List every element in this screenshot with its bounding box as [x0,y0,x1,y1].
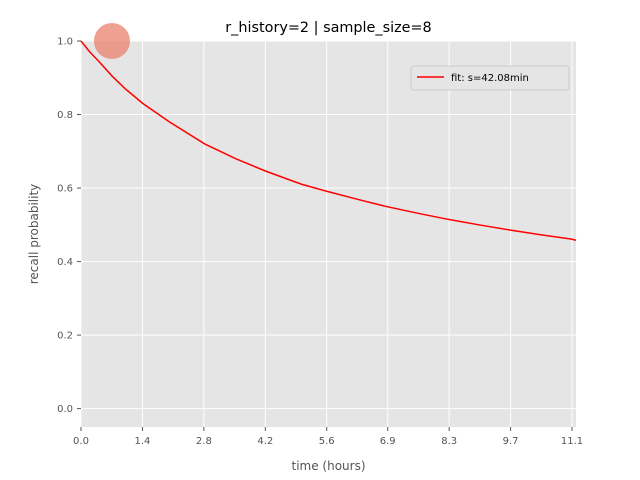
y-tick-label: 0.8 [57,110,73,121]
grid [80,40,576,427]
scatter-point [93,23,130,59]
y-tick-label: 0.2 [57,331,73,342]
x-tick-label: 5.6 [319,436,335,447]
x-tick-label: 2.8 [196,436,212,447]
legend: fit: s=42.08min [410,65,570,91]
x-tick-label: 11.1 [561,436,583,447]
y-axis-label: recall probability [27,184,41,285]
chart-title: r_history=2 | sample_size=8 [225,20,431,36]
series-layer [80,23,577,241]
plot-area [81,41,576,427]
x-axis-ticks: 0.0 1.4 2.8 4.2 5.6 6.9 8.3 9.7 11.1 [73,427,583,447]
legend-entry: fit: s=42.08min [451,73,529,84]
x-tick-label: 8.3 [441,436,457,447]
y-axis-ticks: 0.0 0.2 0.4 0.6 0.8 1.0 [57,37,81,415]
x-tick-label: 6.9 [380,436,396,447]
y-tick-label: 0.6 [57,184,73,195]
x-axis-label: time (hours) [291,459,365,473]
legend-box [410,65,570,91]
fit-line [80,40,577,241]
y-tick-label: 0.0 [57,404,73,415]
x-tick-label: 0.0 [73,436,89,447]
y-tick-label: 0.4 [57,257,73,268]
x-tick-label: 4.2 [257,436,273,447]
x-tick-label: 1.4 [134,436,150,447]
y-tick-label: 1.0 [57,37,73,48]
x-tick-label: 9.7 [503,436,519,447]
